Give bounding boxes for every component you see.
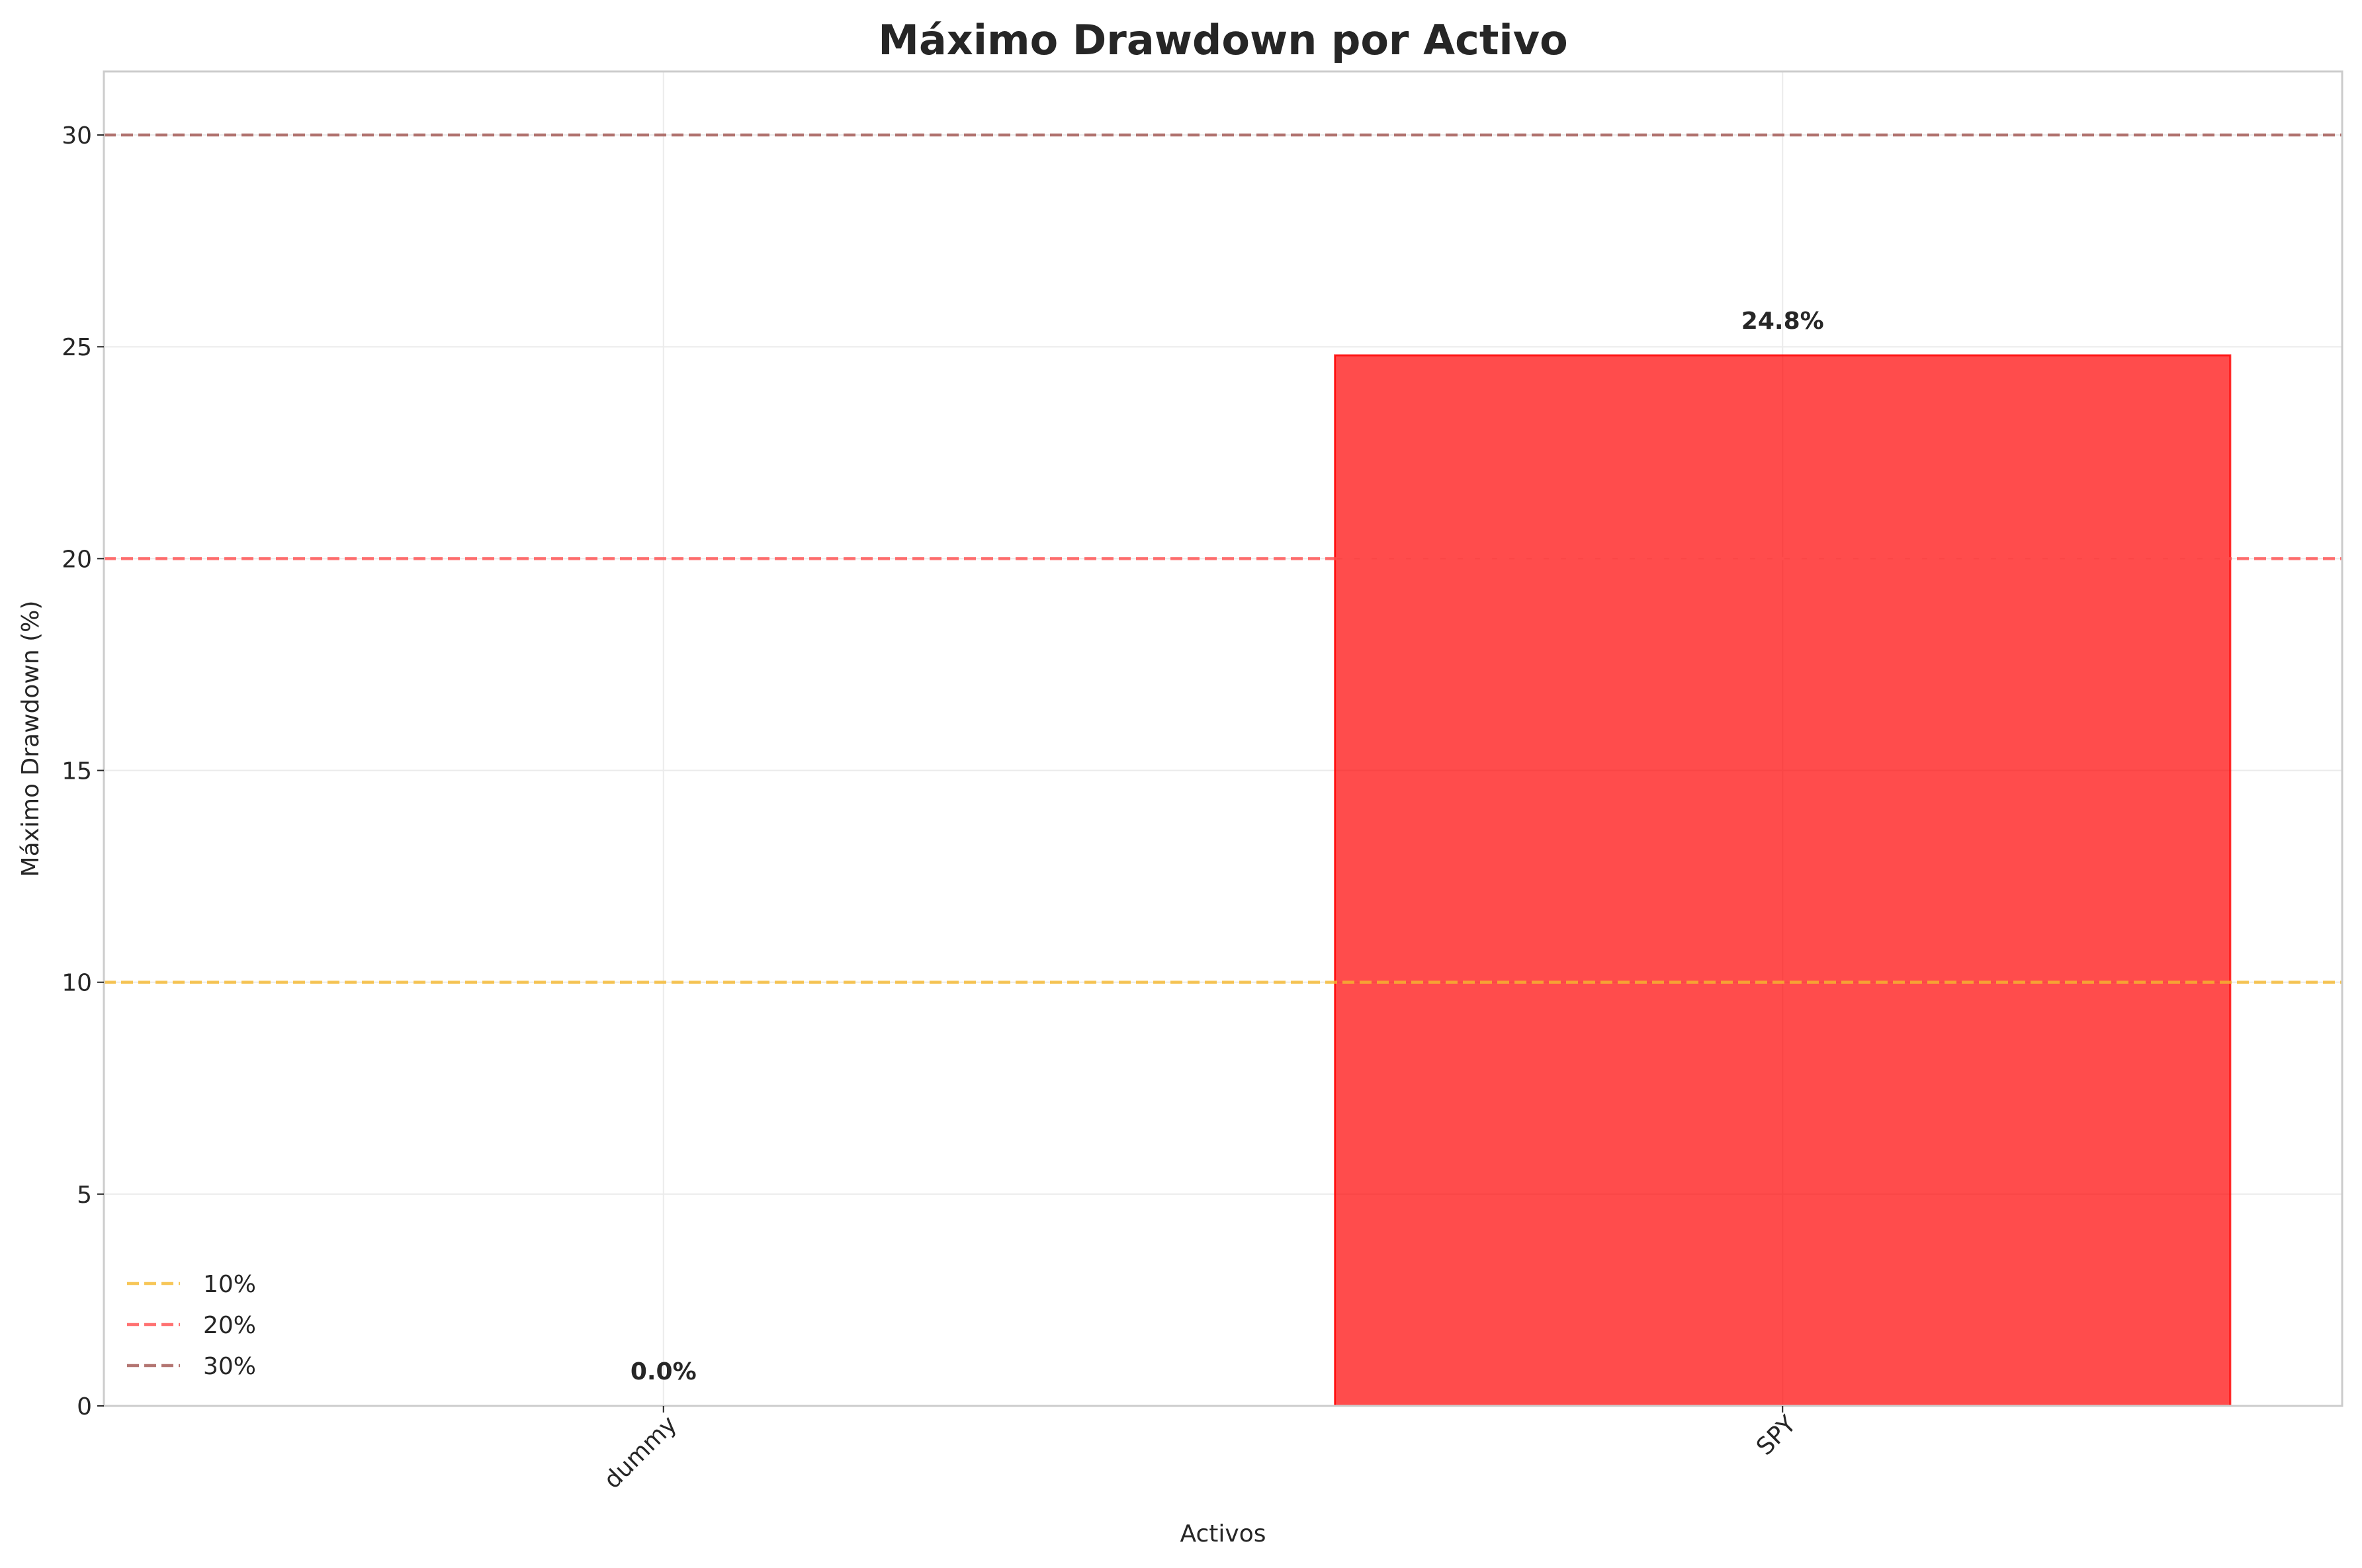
x-axis-label: Activos xyxy=(1180,1520,1266,1547)
y-axis-ticks: 0 5 10 15 20 25 30 xyxy=(62,122,104,1420)
legend-label-30: 30% xyxy=(203,1353,256,1380)
plot-frame xyxy=(103,70,2343,1407)
reference-lines xyxy=(104,133,2342,984)
data-label-dummy: 0.0% xyxy=(631,1358,697,1385)
y-tick-label: 30 xyxy=(62,122,92,150)
y-tick-label: 5 xyxy=(77,1182,92,1209)
y-axis-label: Máximo Drawdown (%) xyxy=(17,601,44,877)
bar-spy xyxy=(1334,354,2232,1407)
y-tick-label: 0 xyxy=(77,1393,92,1420)
chart-title: Máximo Drawdown por Activo xyxy=(878,16,1567,64)
y-tick-label: 10 xyxy=(62,970,92,997)
legend-label-10: 10% xyxy=(203,1271,256,1298)
data-label-spy: 24.8% xyxy=(1741,308,1824,335)
bars xyxy=(1334,354,2232,1407)
data-labels: 0.0% 24.8% xyxy=(631,308,1824,1385)
y-tick-label: 25 xyxy=(62,334,92,361)
y-tick-label: 20 xyxy=(62,546,92,573)
legend-label-20: 20% xyxy=(203,1312,256,1339)
legend: 10% 20% 30% xyxy=(127,1271,256,1380)
y-tick-label: 15 xyxy=(62,758,92,785)
